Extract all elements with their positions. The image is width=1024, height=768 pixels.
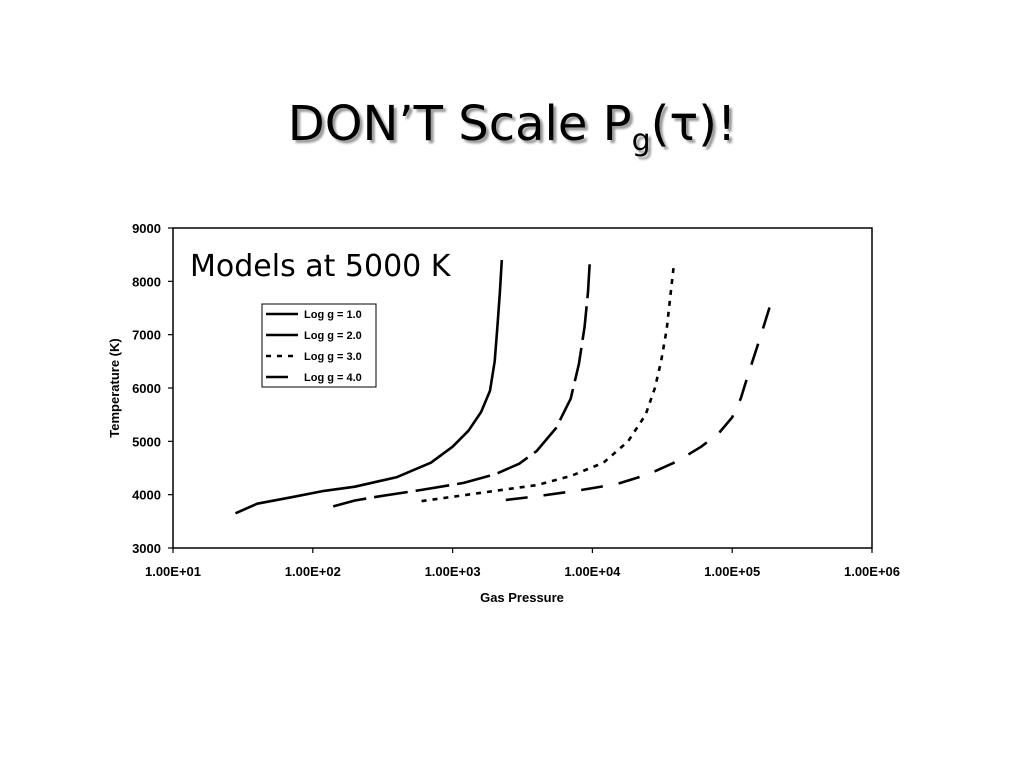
series-line-2 bbox=[332, 259, 592, 508]
title-main: DON’T Scale P bbox=[287, 96, 632, 152]
title-paren-close: )! bbox=[698, 96, 737, 152]
title-subscript: g bbox=[631, 123, 651, 158]
x-tick-label: 1.00E+02 bbox=[285, 564, 341, 579]
legend-label-1: Log g = 1.0 bbox=[304, 309, 362, 321]
x-tick-label: 1.00E+01 bbox=[145, 564, 201, 579]
series-line-4 bbox=[505, 296, 774, 502]
y-tick-label: 5000 bbox=[132, 434, 161, 449]
y-tick-label: 8000 bbox=[132, 274, 161, 289]
legend-label-3: Log g = 3.0 bbox=[304, 351, 362, 363]
x-axis-title: Gas Pressure bbox=[480, 590, 564, 605]
slide-title: DON’T Scale Pg(τ)! bbox=[0, 96, 1024, 158]
y-tick-label: 6000 bbox=[132, 381, 161, 396]
x-tick-label: 1.00E+05 bbox=[704, 564, 760, 579]
series-line-3 bbox=[421, 267, 675, 503]
y-tick-label: 3000 bbox=[132, 541, 161, 556]
y-tick-label: 9000 bbox=[132, 221, 161, 236]
title-tau-symbol: τ bbox=[669, 96, 699, 152]
y-axis-title: Temperature (K) bbox=[107, 338, 122, 437]
legend-label-4: Log g = 4.0 bbox=[304, 372, 362, 384]
chart-annotation: Models at 5000 K bbox=[190, 249, 452, 284]
series-line-1 bbox=[234, 259, 504, 515]
x-tick-label: 1.00E+06 bbox=[844, 564, 900, 579]
legend: Log g = 1.0 Log g = 2.0 Log g = 3.0 Log g =… bbox=[261, 303, 377, 388]
x-axis: 1.00E+01 1.00E+02 1.00E+03 1.00E+04 1.00E+05… bbox=[145, 548, 900, 579]
y-tick-label: 4000 bbox=[132, 488, 161, 503]
y-tick-label: 7000 bbox=[132, 328, 161, 343]
title-paren-open: ( bbox=[650, 96, 670, 152]
y-axis: 3000 4000 5000 6000 7000 8000 9000 bbox=[132, 221, 173, 556]
x-tick-label: 1.00E+04 bbox=[564, 564, 621, 579]
legend-box bbox=[261, 303, 377, 388]
legend-label-2: Log g = 2.0 bbox=[304, 330, 362, 342]
series-group bbox=[234, 259, 774, 515]
x-tick-label: 1.00E+03 bbox=[425, 564, 481, 579]
